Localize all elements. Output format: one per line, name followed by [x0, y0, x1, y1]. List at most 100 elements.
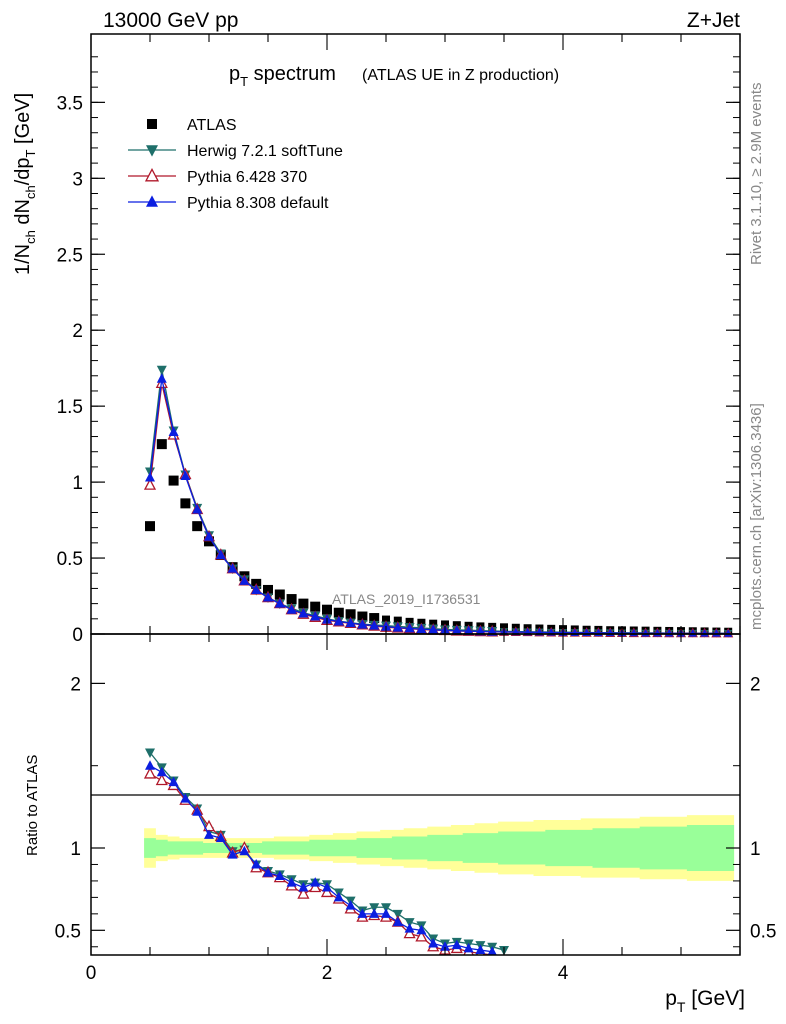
- main-point-3-19: [369, 620, 380, 630]
- legend-marker-3: [146, 195, 158, 207]
- ratio-point-1-15: [320, 885, 334, 898]
- main-point-0-16: [333, 607, 344, 618]
- main-point-3-10: [263, 592, 273, 602]
- ratio-point-2-4: [192, 806, 203, 816]
- main-series-layer: [143, 365, 734, 638]
- ratio-point-2-19: [369, 908, 380, 918]
- ratio-point-2-20: [381, 908, 391, 918]
- main-ytick-label: 0.5: [57, 549, 83, 570]
- xtick-label: 4: [558, 963, 569, 984]
- main-point-3-5: [204, 531, 214, 541]
- main-point-0-19: [369, 613, 380, 624]
- xtick-label: 2: [322, 963, 333, 984]
- main-point-0-11: [274, 589, 285, 600]
- ratio-frame: [90, 633, 741, 956]
- main-point-3-28: [475, 625, 486, 636]
- legend-marker-2: [144, 168, 160, 182]
- main-point-0-4: [192, 521, 203, 532]
- main-point-3-17: [345, 617, 356, 628]
- ratio-ytick-label: 0.5: [55, 921, 81, 942]
- main-ytick-label: 2: [72, 321, 83, 342]
- main-point-2-0: [143, 478, 157, 490]
- ratio-point-2-3: [180, 793, 191, 803]
- main-point-3-4: [192, 503, 203, 514]
- ratio-point-0-19: [369, 903, 380, 913]
- ratio-point-2-7: [227, 849, 238, 859]
- main-point-0-14: [310, 601, 321, 612]
- main-ytick-label: 0: [72, 625, 83, 646]
- main-point-3-24: [428, 624, 439, 634]
- ratio-ytick-label: 1: [70, 839, 81, 860]
- main-point-3-23: [416, 623, 427, 634]
- main-panel: 0 0.5 1 1.5 2 2.5 3 3.5: [57, 33, 741, 646]
- ratio-series-layer: [143, 748, 509, 955]
- ratio-ytick-label-right: 2: [750, 674, 761, 695]
- legend-label-3: Pythia 8.308 default: [187, 195, 329, 212]
- ratio-point-2-9: [251, 858, 262, 869]
- main-ytick-label: 3: [72, 169, 83, 190]
- ratio-point-2-23: [416, 924, 427, 935]
- main-point-3-27: [463, 625, 474, 636]
- legend-label-2: Pythia 6.428 370: [187, 169, 307, 186]
- main-point-0-21: [393, 616, 402, 625]
- main-point-3-6: [215, 549, 226, 560]
- ratio-point-1-13: [297, 887, 310, 899]
- legend-label-0: ATLAS: [187, 117, 237, 134]
- ratio-point-2-0: [145, 760, 155, 770]
- main-point-0-17: [345, 609, 356, 620]
- main-point-3-1: [156, 373, 167, 383]
- process-label: Z+Jet: [687, 9, 740, 32]
- main-point-3-0: [145, 472, 155, 482]
- main-ytick-label: 2.5: [57, 245, 83, 266]
- legend-marker-1: [146, 145, 158, 157]
- ratio-point-2-17: [345, 900, 356, 910]
- main-point-0-20: [382, 615, 390, 624]
- main-point-3-14: [310, 611, 321, 621]
- ratio-point-2-12: [286, 877, 297, 887]
- analysis-watermark: ATLAS_2019_I1736531: [332, 591, 481, 607]
- main-point-3-22: [404, 622, 415, 633]
- main-point-3-12: [286, 604, 297, 614]
- ratio-point-2-10: [263, 867, 273, 877]
- main-point-0-12: [286, 594, 297, 605]
- main-point-3-8: [239, 575, 250, 585]
- main-point-0-1: [156, 439, 167, 450]
- main-ticks: 0 0.5 1 1.5 2 2.5 3 3.5: [57, 34, 741, 646]
- ratio-point-2-1: [156, 766, 167, 777]
- xtick-label: 0: [86, 963, 97, 984]
- energy-label: 13000 GeV pp: [103, 9, 238, 32]
- main-point-0-18: [357, 611, 368, 622]
- legend: ATLAS Herwig 7.2.1 softTune Pythia 6.428 3…: [128, 117, 343, 212]
- ratio-point-2-21: [392, 916, 403, 927]
- ratio-point-1-0: [143, 767, 157, 779]
- ratio-point-1-14: [309, 880, 322, 893]
- main-point-0-0: [145, 521, 155, 532]
- ratio-point-2-28: [475, 944, 486, 955]
- ratio-point-2-15: [322, 882, 332, 892]
- ratio-ticks: 0.5 0.5 1 1 2 2 0 2 4: [55, 634, 776, 984]
- main-ytick-label: 3.5: [57, 93, 83, 114]
- legend-marker-0: [147, 119, 157, 129]
- main-point-0-2: [168, 475, 179, 486]
- main-point-3-16: [333, 616, 344, 626]
- ratio-ytick-label-right: 1: [750, 839, 761, 860]
- main-point-3-7: [227, 563, 238, 573]
- ratio-series-2: [145, 760, 497, 955]
- main-point-3-26: [451, 625, 462, 635]
- main-point-3-20: [381, 621, 391, 631]
- mcplots-label: mcplots.cern.ch [arXiv:1306.3436]: [748, 403, 765, 630]
- main-point-0-3: [180, 498, 191, 509]
- ratio-point-2-8: [239, 845, 250, 856]
- ratio-point-2-26: [451, 939, 462, 950]
- ratio-ylabel: Ratio to ATLAS: [24, 755, 41, 856]
- ratio-point-2-14: [310, 877, 321, 887]
- ratio-point-0-20: [381, 903, 391, 913]
- ratio-point-2-24: [428, 937, 439, 948]
- ratio-point-0-21: [392, 909, 403, 920]
- main-ylabel: 1/Nch dNch/dpT [GeV]: [12, 93, 38, 275]
- main-point-3-9: [251, 584, 262, 594]
- main-point-0-13: [298, 598, 309, 609]
- legend-label-1: Herwig 7.2.1 softTune: [187, 143, 343, 160]
- main-point-3-18: [357, 619, 368, 629]
